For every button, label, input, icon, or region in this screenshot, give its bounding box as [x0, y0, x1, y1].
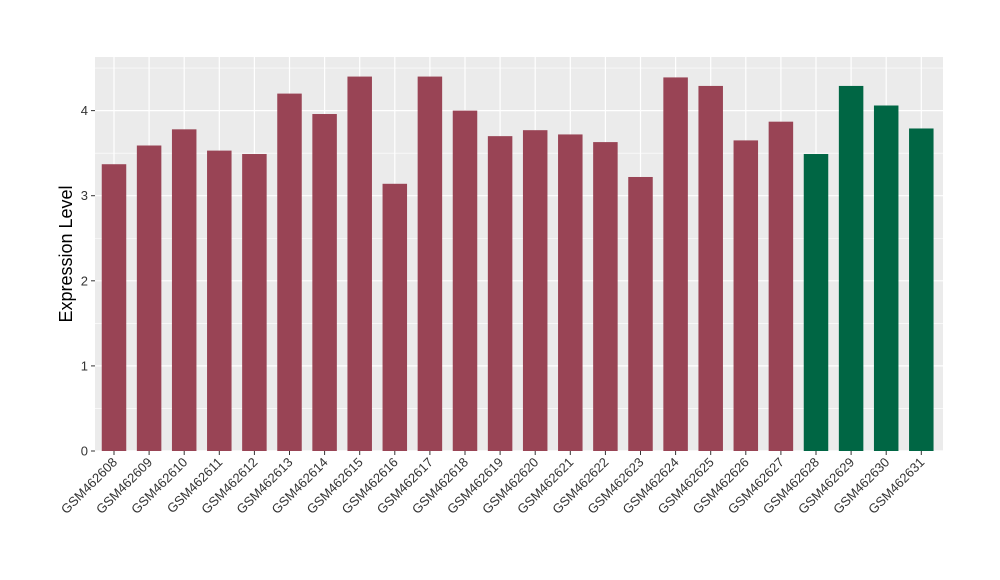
bar-GSM462626 — [733, 140, 759, 451]
bar-GSM462611 — [207, 150, 232, 451]
bar-GSM462612 — [242, 154, 267, 451]
bar-GSM462625 — [698, 85, 723, 451]
bar-GSM462613 — [277, 93, 302, 451]
bar-GSM462617 — [417, 76, 443, 451]
bar-GSM462610 — [171, 129, 197, 451]
bar-GSM462628 — [803, 154, 829, 451]
bars — [101, 76, 934, 452]
bar-GSM462620 — [522, 130, 548, 451]
bar-GSM462615 — [347, 76, 372, 451]
plot-panel — [95, 57, 943, 451]
y-tick-label: 3 — [81, 188, 88, 203]
bar-GSM462614 — [312, 114, 337, 451]
bar-GSM462629 — [838, 85, 864, 451]
bar-GSM462608 — [101, 164, 127, 451]
bar-GSM462627 — [768, 121, 794, 452]
bar-GSM462630 — [873, 105, 899, 451]
y-axis-title: Expression Level — [56, 185, 76, 322]
y-tick-label: 0 — [81, 444, 88, 459]
y-tick-label: 1 — [81, 358, 88, 373]
bar-GSM462623 — [628, 176, 653, 451]
bar-GSM462631 — [909, 128, 934, 452]
bar-GSM462621 — [558, 134, 583, 451]
y-tick-label: 4 — [81, 103, 88, 118]
bar-GSM462619 — [487, 136, 513, 452]
bar-GSM462622 — [593, 142, 618, 451]
bar-GSM462609 — [136, 145, 162, 451]
bar-GSM462618 — [452, 110, 478, 451]
y-axis-ticks: 0 1 2 3 4 — [81, 103, 95, 459]
y-tick-label: 2 — [81, 273, 88, 288]
bar-GSM462624 — [663, 77, 688, 451]
x-axis-ticks: GSM462608GSM462609GSM462610GSM462611GSM4… — [58, 451, 927, 517]
bar-GSM462616 — [382, 183, 408, 452]
